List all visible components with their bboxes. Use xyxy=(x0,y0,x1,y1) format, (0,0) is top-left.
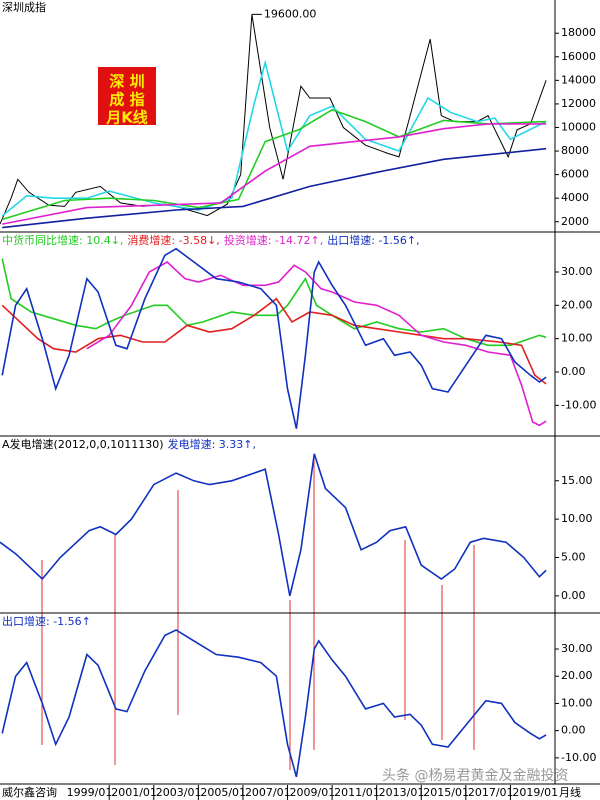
series-line xyxy=(1,108,547,221)
y-tick-label: 6000 xyxy=(561,168,589,181)
legend-entry: 中货币同比增速: 10.4↓, xyxy=(2,233,123,247)
x-tick-label: 2015/01 xyxy=(423,786,469,799)
y-tick-label: 18000 xyxy=(561,26,596,39)
y-tick-label: 4000 xyxy=(561,191,589,204)
series-line xyxy=(2,147,547,229)
x-tick-label: 2013/01 xyxy=(379,786,425,799)
y-tick-label: 20.00 xyxy=(561,298,593,311)
watermark: 头条 @杨易君黄金及金融投资 xyxy=(382,767,568,784)
y-tick-label: 2000 xyxy=(561,215,589,228)
series-line xyxy=(1,59,547,217)
legend-entry: 出口增速: -1.56↑, xyxy=(327,233,419,247)
y-tick-label: -10.00 xyxy=(561,398,596,411)
x-tick-label: 2009/01 xyxy=(290,786,336,799)
legend-entry: A发电增速(2012,0,0,1011130) xyxy=(2,437,164,451)
x-tick-label: 2007/01 xyxy=(245,786,291,799)
legend-entry: 发电增速: 3.33↑, xyxy=(168,437,256,451)
badge-text: 深 圳 xyxy=(109,73,144,91)
y-tick-label: 0.00 xyxy=(561,724,586,737)
series-line xyxy=(0,453,547,597)
annotation: 19600.00 xyxy=(264,7,317,20)
y-tick-label: 10000 xyxy=(561,120,596,133)
badge xyxy=(98,67,156,125)
y-tick-label: 10.00 xyxy=(561,696,593,709)
x-tick-label: 1999/01 xyxy=(67,786,113,799)
y-tick-label: 20.00 xyxy=(561,669,593,682)
source-bg xyxy=(0,785,66,800)
x-unit-label: 月线 xyxy=(559,785,581,799)
y-tick-label: 12000 xyxy=(561,97,596,110)
y-tick-label: 15.00 xyxy=(561,474,593,487)
legend-entry: 投资增速: -14.72↑, xyxy=(224,233,323,247)
series-line xyxy=(1,258,547,347)
legend-entry: 出口增速: -1.56↑ xyxy=(2,614,91,628)
badge-text: 月K线 xyxy=(105,109,148,127)
series-line xyxy=(1,247,547,429)
badge-text: 成 指 xyxy=(109,91,144,109)
y-tick-label: 10.00 xyxy=(561,512,593,525)
y-tick-label: 8000 xyxy=(561,144,589,157)
series-line xyxy=(1,629,547,778)
y-tick-label: 30.00 xyxy=(561,642,593,655)
series-line xyxy=(86,261,547,427)
reference-lines xyxy=(41,455,475,770)
series-line xyxy=(0,14,547,225)
y-tick-label: 5.00 xyxy=(561,551,586,564)
x-tick-label: 2003/01 xyxy=(156,786,202,799)
source: 威尔鑫咨询 xyxy=(2,785,57,799)
y-tick-label: 14000 xyxy=(561,73,596,86)
series-line xyxy=(1,297,547,385)
legend-entry: 消费增速: -3.58↓, xyxy=(127,233,219,247)
x-tick-label: 2017/01 xyxy=(468,786,514,799)
x-tick-label: 2011/01 xyxy=(334,786,380,799)
series-line xyxy=(2,123,547,225)
y-tick-label: -10.00 xyxy=(561,751,596,764)
x-tick-label: 2001/01 xyxy=(111,786,157,799)
y-tick-label: 10.00 xyxy=(561,332,593,345)
y-tick-label: 16000 xyxy=(561,50,596,63)
y-tick-label: 0.00 xyxy=(561,589,586,602)
x-tick-label: 2005/01 xyxy=(200,786,246,799)
legend-entry: 深圳成指 xyxy=(2,0,46,14)
x-tick-label: 2019/01 xyxy=(512,786,558,799)
y-tick-label: 0.00 xyxy=(561,365,586,378)
y-tick-label: 30.00 xyxy=(561,265,593,278)
